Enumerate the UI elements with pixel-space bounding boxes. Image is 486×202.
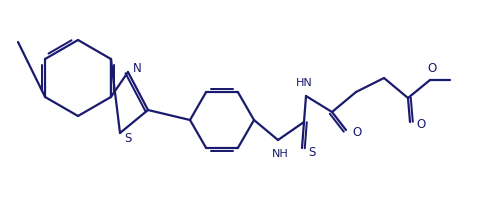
Text: O: O [416, 118, 425, 130]
Text: O: O [352, 125, 361, 139]
Text: HN: HN [295, 78, 312, 88]
Text: S: S [124, 132, 131, 144]
Text: O: O [427, 62, 436, 75]
Text: N: N [133, 62, 142, 76]
Text: NH: NH [272, 149, 288, 159]
Text: S: S [308, 145, 315, 159]
